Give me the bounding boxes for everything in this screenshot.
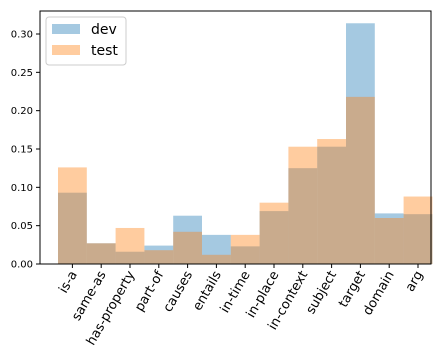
bar-dev-part-of xyxy=(144,245,174,264)
bar-dev-in-place xyxy=(259,211,289,264)
bar-test-subject xyxy=(317,139,346,264)
legend-swatch-dev xyxy=(52,24,80,34)
bars-group xyxy=(58,23,433,265)
legend-swatch-test xyxy=(52,45,80,55)
bar-test-in-place xyxy=(259,202,289,264)
bar-test-has-property xyxy=(115,227,145,264)
bar-test-in-context xyxy=(288,146,318,264)
y-tick-label: 0.00 xyxy=(11,260,33,271)
bar-dev-has-property xyxy=(115,251,145,264)
y-tick-label: 0.05 xyxy=(11,221,33,232)
bar-test-same-as xyxy=(86,243,116,264)
x-axis: is-asame-ashas-propertypart-ofcausesenta… xyxy=(56,264,426,347)
y-tick-label: 0.15 xyxy=(11,145,33,156)
bar-test-arg xyxy=(403,196,433,264)
bar-test-target xyxy=(346,96,375,264)
bar-dev-entails xyxy=(202,234,231,264)
y-tick-label: 0.30 xyxy=(11,30,33,41)
x-tick-label: arg xyxy=(403,269,427,295)
plot-frame xyxy=(39,10,432,265)
bar-dev-in-context xyxy=(288,168,318,264)
bar-dev-is-a xyxy=(58,192,87,264)
bar-test-part-of xyxy=(144,250,174,264)
bar-test-causes xyxy=(173,231,202,264)
bar-dev-domain xyxy=(374,213,404,264)
legend-label-test: test xyxy=(91,43,118,59)
bar-dev-same-as xyxy=(86,243,116,264)
bar-dev-causes xyxy=(173,215,202,264)
legend-label-dev: dev xyxy=(91,22,117,38)
x-tick-label: is-a xyxy=(56,269,81,296)
y-tick-label: 0.20 xyxy=(11,106,33,117)
bar-dev-target xyxy=(346,23,375,265)
bar-dev-subject xyxy=(317,146,346,264)
legend-box xyxy=(45,16,127,66)
bar-test-entails xyxy=(202,254,231,264)
bar-test-in-time xyxy=(230,234,260,264)
legend: dev test xyxy=(45,16,127,66)
y-tick-label: 0.25 xyxy=(11,68,33,79)
y-axis: 0.00 0.05 0.10 0.15 0.20 0.25 0.30 xyxy=(11,30,40,271)
bar-test-is-a xyxy=(58,167,87,264)
bar-dev-in-time xyxy=(230,246,260,264)
y-tick-label: 0.10 xyxy=(11,183,33,194)
bar-dev-arg xyxy=(403,214,433,264)
bar-test-domain xyxy=(374,218,404,264)
